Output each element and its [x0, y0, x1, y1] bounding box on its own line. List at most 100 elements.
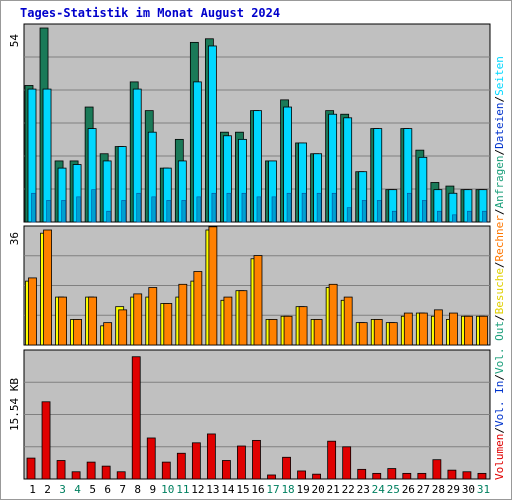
volumen-bar [357, 468, 367, 480]
day-label: 5 [89, 483, 96, 496]
rechner-bar [208, 226, 218, 346]
volumen-bar [447, 469, 457, 480]
volumen-bar [86, 461, 96, 480]
rechner-bar [418, 312, 428, 346]
seiten-bar [376, 200, 382, 223]
volumen-bar [146, 437, 156, 480]
rechner-bar [253, 255, 263, 346]
day-label: 25 [387, 483, 400, 496]
chart-title: Tages-Statistik im Monat August 2024 [20, 6, 281, 20]
day-label: 9 [149, 483, 156, 496]
day-label: 11 [176, 483, 189, 496]
rechner-bar [163, 303, 173, 346]
dateien-bar [343, 117, 353, 223]
seiten-bar [166, 200, 172, 223]
legend-item: Seiten [493, 56, 506, 96]
volumen-bar [26, 457, 36, 480]
seiten-bar [211, 192, 217, 223]
rechner-bar [283, 315, 293, 346]
volumen-bar [56, 460, 66, 480]
volumen-bar [131, 356, 141, 480]
day-label: 8 [134, 483, 141, 496]
legend-separator: / [493, 427, 506, 434]
rechner-bar [298, 306, 308, 346]
rechner-bar [58, 296, 67, 346]
day-label: 28 [432, 483, 445, 496]
seiten-bar [196, 196, 202, 223]
volumen-bar [462, 471, 472, 480]
seiten-bar [286, 192, 292, 223]
volumen-bar [282, 456, 291, 480]
legend-separator: / [493, 261, 506, 268]
seiten-bar [271, 196, 277, 223]
rechner-bar [358, 322, 368, 346]
day-label: 23 [357, 483, 370, 496]
legend-separator: / [493, 374, 506, 381]
legend-item: Dateien [493, 102, 506, 148]
volumen-bar [101, 465, 111, 480]
rechner-bar [479, 315, 488, 346]
volumen-bar [252, 439, 261, 480]
seiten-bar [391, 210, 397, 223]
day-label: 31 [477, 483, 490, 496]
volumen-bar [71, 471, 81, 480]
rechner-bar [133, 293, 143, 346]
seiten-bar [316, 192, 322, 223]
volumen-bar [222, 460, 231, 480]
day-label: 14 [221, 483, 235, 496]
volumen-bar [297, 470, 306, 480]
bottom-scale-label: 15.54 KB [8, 378, 21, 431]
legend-separator: / [493, 96, 506, 103]
seiten-bar [76, 196, 81, 223]
rechner-bar [43, 229, 52, 346]
day-label: 7 [119, 483, 126, 496]
seiten-bar [121, 200, 126, 223]
volumen-bar [161, 461, 171, 480]
seiten-bar [181, 200, 187, 223]
volumen-bar [206, 433, 216, 480]
seiten-bar [31, 192, 36, 223]
day-label: 4 [74, 483, 81, 496]
legend-item: Anfragen [493, 155, 506, 208]
volumen-bar [116, 471, 126, 480]
day-label: 27 [417, 483, 430, 496]
middle-scale-label: 36 [8, 232, 21, 245]
volumen-bar [267, 474, 276, 480]
volumen-bar [477, 472, 487, 480]
volumen-bar [342, 446, 352, 480]
rechner-bar [388, 322, 398, 346]
volumen-bar [372, 472, 382, 480]
seiten-bar [91, 189, 96, 223]
day-label: 1 [29, 483, 36, 496]
seiten-bar [361, 200, 367, 223]
day-label: 2 [44, 483, 51, 496]
legend-separator: / [493, 314, 506, 321]
rechner-bar [313, 319, 323, 346]
day-label: 22 [342, 483, 355, 496]
legend-item: Volumen [493, 434, 506, 480]
day-label: 21 [327, 483, 340, 496]
day-label: 24 [372, 483, 386, 496]
volumen-bar [312, 473, 322, 480]
legend-item: Vol. In [493, 381, 506, 427]
seiten-bar [46, 200, 51, 223]
day-label: 18 [281, 483, 294, 496]
volumen-bar [41, 401, 51, 480]
seiten-bar [226, 192, 232, 223]
volumen-bar [191, 442, 201, 480]
legend-separator: / [493, 208, 506, 215]
rechner-bar [73, 319, 82, 346]
rechner-bar [449, 312, 458, 346]
seiten-bar [407, 192, 412, 223]
legend-item: Besuche [493, 268, 506, 314]
volumen-bar [176, 452, 186, 480]
right-legend: Volumen/Vol. In/Vol. Out/Besuche/Rechner… [493, 56, 506, 480]
rechner-bar [238, 290, 248, 346]
rechner-bar [223, 296, 233, 346]
day-label: 30 [462, 483, 475, 496]
top-scale-label: 54 [8, 34, 21, 48]
day-label: 26 [402, 483, 415, 496]
seiten-bar [241, 192, 247, 223]
rechner-bar [268, 319, 278, 346]
